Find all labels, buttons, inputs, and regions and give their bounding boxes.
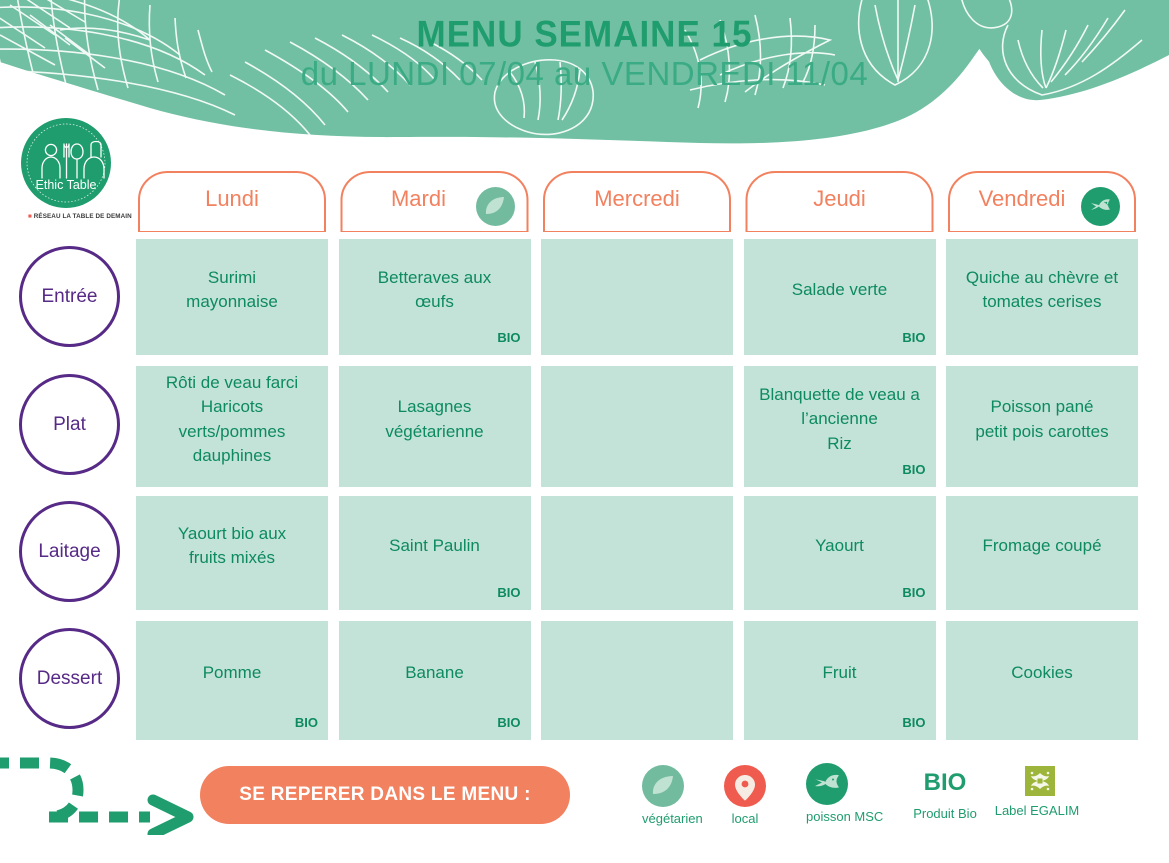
svg-text:Ethic Table: Ethic Table [36, 178, 97, 192]
